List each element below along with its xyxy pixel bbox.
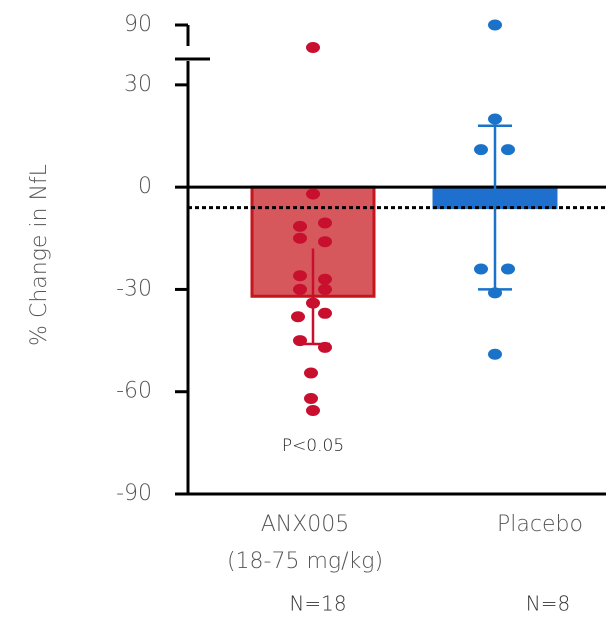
data-point — [488, 113, 502, 125]
y-tick-label: 0 — [138, 174, 152, 199]
annotation: P<0.05 — [282, 436, 344, 456]
data-point — [318, 217, 332, 229]
data-point — [318, 341, 332, 353]
data-point — [304, 393, 318, 405]
y-tick-label: -90 — [116, 481, 152, 506]
data-point — [474, 263, 488, 275]
data-point — [318, 273, 332, 285]
data-point — [304, 367, 318, 379]
data-point — [318, 283, 332, 295]
data-point — [501, 144, 515, 156]
x-tick-label: Placebo — [497, 512, 583, 537]
data-point — [306, 404, 320, 416]
n-label: N=18 — [289, 592, 346, 616]
y-tick-label: -60 — [116, 379, 152, 404]
data-point — [318, 236, 332, 248]
data-point — [488, 287, 502, 299]
data-point — [306, 297, 320, 309]
data-point — [501, 263, 515, 275]
x-tick-label: ANX005 — [261, 512, 350, 537]
data-point — [474, 144, 488, 156]
data-point — [293, 232, 307, 244]
data-point — [293, 283, 307, 295]
data-point — [488, 348, 502, 360]
data-point — [488, 19, 502, 31]
data-point — [306, 42, 320, 53]
data-point — [293, 335, 307, 347]
n-label: N=8 — [526, 592, 570, 616]
y-axis-label: % Change in NfL — [27, 164, 52, 346]
data-point — [293, 220, 307, 232]
y-tick-label: -30 — [116, 276, 152, 301]
data-point — [293, 270, 307, 282]
y-tick-label: 30 — [124, 72, 152, 97]
data-point — [318, 307, 332, 319]
data-point — [291, 311, 305, 323]
x-tick-sublabel: (18-75 mg/kg) — [227, 549, 383, 574]
y-tick-label: 90 — [124, 12, 152, 37]
data-point — [306, 188, 320, 200]
